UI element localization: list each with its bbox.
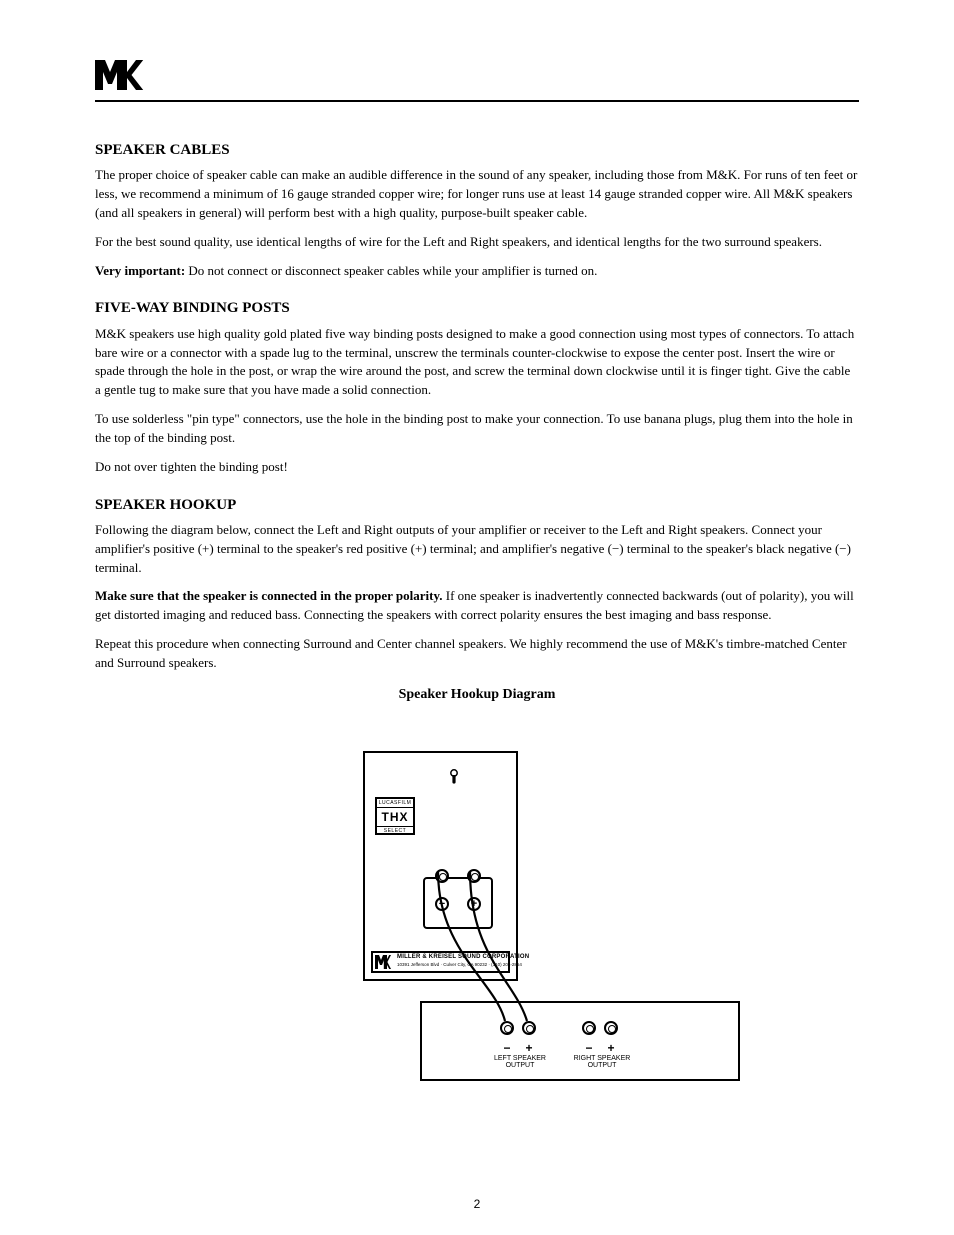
speaker-sign-pos: + (467, 897, 481, 911)
amp-right-sign-pos: + (604, 1041, 618, 1055)
amp-left-post-neg (500, 1021, 514, 1035)
page: SPEAKER CABLES The proper choice of spea… (0, 0, 954, 1235)
amp-right-post-neg (582, 1021, 596, 1035)
diagram-caption: Speaker Hookup Diagram (95, 687, 859, 703)
speaker-post-top-pos (467, 869, 481, 883)
amplifier-unit: − + − + LEFT SPEAKER OUTPUT RIGHT SPEAKE… (420, 1001, 740, 1081)
brand-strip: MILLER & KREISEL SOUND CORPORATION 10391… (371, 951, 510, 973)
para-cables-3: Very important: Do not connect or discon… (95, 262, 859, 281)
heading-hookup: SPEAKER HOOKUP (95, 495, 859, 515)
para-posts-2: To use solderless "pin type" connectors,… (95, 410, 859, 448)
heading-cables: SPEAKER CABLES (95, 140, 859, 160)
thx-badge: LUCASFILM THX SELECT (375, 797, 415, 835)
amp-right-label: RIGHT SPEAKER OUTPUT (572, 1055, 632, 1069)
brand-mk-icon (375, 955, 393, 969)
para-posts-3: Do not over tighten the binding post! (95, 458, 859, 477)
brand-line1: MILLER & KREISEL SOUND CORPORATION (397, 954, 529, 960)
thx-bot: SELECT (377, 826, 413, 835)
para-cables-2: For the best sound quality, use identica… (95, 233, 859, 252)
page-number: 2 (0, 1197, 954, 1211)
terminal-plate: − + (423, 877, 493, 929)
para-hookup-1: Following the diagram below, connect the… (95, 521, 859, 578)
para-cables-3-prefix: Very important: (95, 263, 185, 278)
para-cables-1: The proper choice of speaker cable can m… (95, 166, 859, 223)
para-hookup-2: Make sure that the speaker is connected … (95, 587, 859, 625)
amp-left-sign-neg: − (500, 1041, 514, 1055)
brand-line2: 10391 Jefferson Blvd · Culver City, CA 9… (397, 962, 522, 967)
amp-right-post-pos (604, 1021, 618, 1035)
speaker-sign-neg: − (435, 897, 449, 911)
page-header (95, 60, 859, 110)
para-hookup-3: Repeat this procedure when connecting Su… (95, 635, 859, 673)
keyhole-icon (449, 769, 459, 785)
amp-left-label: LEFT SPEAKER OUTPUT (490, 1055, 550, 1069)
mk-logo-icon (95, 60, 150, 94)
amp-right-sign-neg: − (582, 1041, 596, 1055)
amp-left-post-pos (522, 1021, 536, 1035)
header-rule (95, 100, 859, 102)
thx-mid: THX (377, 808, 413, 826)
thx-top: LUCASFILM (377, 799, 413, 808)
heading-posts: FIVE-WAY BINDING POSTS (95, 298, 859, 318)
speaker-unit: LUCASFILM THX SELECT − + (363, 751, 518, 981)
speaker-post-top-neg (435, 869, 449, 883)
para-hookup-2-prefix: Make sure that the speaker is connected … (95, 588, 443, 603)
hookup-diagram: LUCASFILM THX SELECT − + (95, 721, 859, 1111)
page-content: SPEAKER CABLES The proper choice of spea… (95, 140, 859, 1111)
amp-left-sign-pos: + (522, 1041, 536, 1055)
para-posts-1: M&K speakers use high quality gold plate… (95, 325, 859, 400)
para-cables-3-text: Do not connect or disconnect speaker cab… (185, 263, 597, 278)
